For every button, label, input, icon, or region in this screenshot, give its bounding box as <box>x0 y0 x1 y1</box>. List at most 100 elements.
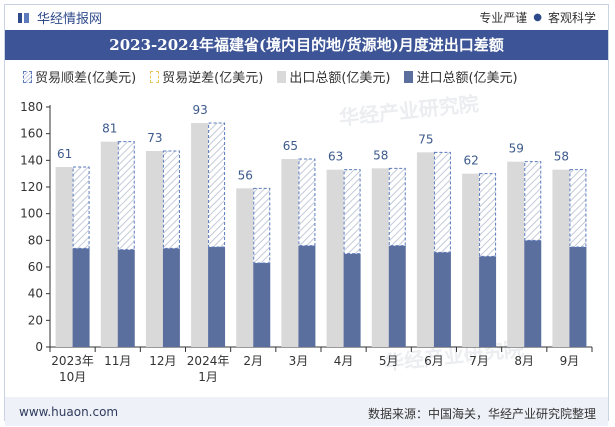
surplus-data-label: 61 <box>57 147 72 161</box>
import-bar <box>388 245 406 347</box>
surplus-data-label: 58 <box>373 148 388 162</box>
surplus-bar <box>569 169 587 248</box>
x-tick-label: 2023年 <box>51 354 94 368</box>
export-bar <box>191 123 209 347</box>
import-bar <box>253 263 271 347</box>
footer: www.huaon.com 数据来源：中国海关，华经产业研究院整理 <box>5 397 608 426</box>
surplus-bar <box>388 167 406 247</box>
export-bar <box>371 168 389 347</box>
import-bar <box>479 256 497 347</box>
y-tick-label: 140 <box>20 153 43 167</box>
surplus-bar <box>117 141 135 251</box>
legend-label-export: 出口总额(亿美元) <box>289 71 391 86</box>
y-tick-label: 120 <box>20 180 43 194</box>
surplus-bar <box>162 150 180 249</box>
surplus-bar <box>479 173 497 257</box>
legend-label-deficit: 贸易逆差(亿美元) <box>162 71 264 86</box>
import-bar <box>117 249 135 347</box>
import-bar <box>208 247 226 347</box>
surplus-data-label: 56 <box>238 168 253 182</box>
y-tick-label: 40 <box>28 287 43 301</box>
x-tick-label: 10月 <box>59 370 86 384</box>
surplus-data-label: 62 <box>463 154 478 168</box>
surplus-bar <box>298 158 316 247</box>
surplus-bar <box>524 161 542 241</box>
x-tick-label: 8月 <box>514 354 534 368</box>
legend-swatch-import <box>404 70 414 83</box>
surplus-data-label: 59 <box>509 142 524 156</box>
y-tick-label: 0 <box>35 340 43 354</box>
import-bar <box>72 248 90 347</box>
x-tick-label: 1月 <box>198 370 218 384</box>
legend-swatch-surplus <box>23 70 32 83</box>
legend-label-surplus: 贸易顺差(亿美元) <box>35 71 137 86</box>
export-bar <box>552 169 570 347</box>
surplus-data-label: 73 <box>147 131 162 145</box>
tagline-1: 专业严谨 <box>479 11 528 25</box>
surplus-data-label: 58 <box>554 150 569 164</box>
surplus-bar <box>72 166 90 249</box>
data-source: 数据来源：中国海关，华经产业研究院整理 <box>367 407 596 421</box>
x-tick-label: 2024年 <box>187 354 230 368</box>
x-tick-label: 7月 <box>469 354 489 368</box>
x-tick-label: 11月 <box>104 354 131 368</box>
y-tick-label: 180 <box>20 100 43 114</box>
surplus-data-label: 93 <box>192 103 207 117</box>
y-tick-label: 80 <box>28 233 43 247</box>
x-tick-label: 12月 <box>149 354 176 368</box>
legend-label-import: 进口总额(亿美元) <box>416 71 518 86</box>
import-bar <box>298 245 316 347</box>
export-bar <box>416 152 434 347</box>
y-tick-label: 60 <box>28 260 43 274</box>
surplus-data-label: 65 <box>283 139 298 153</box>
brand-logo-icon <box>18 12 29 23</box>
dot-icon: ● <box>533 12 542 23</box>
x-tick-label: 3月 <box>289 354 309 368</box>
surplus-bar <box>433 151 451 253</box>
surplus-bar <box>208 122 226 248</box>
brand-name: 华经情报网 <box>37 12 103 27</box>
website-link[interactable]: www.huaon.com <box>19 405 119 419</box>
import-bar <box>569 247 587 347</box>
x-tick-label: 2月 <box>243 354 263 368</box>
y-tick-label: 160 <box>20 127 43 141</box>
export-bar <box>55 167 73 347</box>
export-bar <box>100 141 118 347</box>
export-bar <box>145 151 163 347</box>
export-bar <box>236 188 254 347</box>
x-tick-label: 4月 <box>334 354 354 368</box>
x-tick-label: 5月 <box>379 354 399 368</box>
brand: 华经情报网 <box>17 8 102 27</box>
tagline-2: 客观科学 <box>547 11 596 25</box>
chart-title: 2023-2024年福建省(境内目的地/货源地)月度进出口差额 <box>109 36 504 54</box>
import-bar <box>343 253 361 347</box>
surplus-data-label: 75 <box>418 132 433 146</box>
legend-item-import: 进口总额(亿美元) <box>404 67 518 86</box>
watermark-text: 华经产业研究院 <box>338 91 480 130</box>
import-bar <box>524 240 542 347</box>
legend-item-export: 出口总额(亿美元) <box>277 67 390 86</box>
tagline: 专业严谨 ● 客观科学 <box>479 9 596 26</box>
legend: 贸易顺差(亿美元) 贸易逆差(亿美元) 出口总额(亿美元) 进口总额(亿美元) <box>23 67 518 86</box>
x-tick-label: 6月 <box>424 354 444 368</box>
surplus-bar <box>253 187 271 264</box>
title-bar: 2023-2024年福建省(境内目的地/货源地)月度进出口差额 <box>5 30 608 60</box>
y-tick-label: 20 <box>28 313 43 327</box>
surplus-data-label: 63 <box>328 150 343 164</box>
import-bar <box>433 252 451 347</box>
export-bar <box>462 173 480 347</box>
x-tick-label: 9月 <box>560 354 580 368</box>
y-tick-label: 100 <box>20 207 43 221</box>
export-bar <box>507 161 525 347</box>
legend-item-deficit: 贸易逆差(亿美元) <box>150 67 263 86</box>
import-bar <box>162 248 180 347</box>
legend-item-surplus: 贸易顺差(亿美元) <box>23 67 136 86</box>
top-bar: 华经情报网 专业严谨 ● 客观科学 <box>5 5 608 27</box>
surplus-data-label: 81 <box>102 122 117 136</box>
surplus-bar <box>343 169 361 255</box>
export-bar <box>281 159 299 347</box>
legend-swatch-export <box>277 70 287 83</box>
legend-swatch-deficit <box>150 70 160 83</box>
export-bar <box>326 169 344 347</box>
